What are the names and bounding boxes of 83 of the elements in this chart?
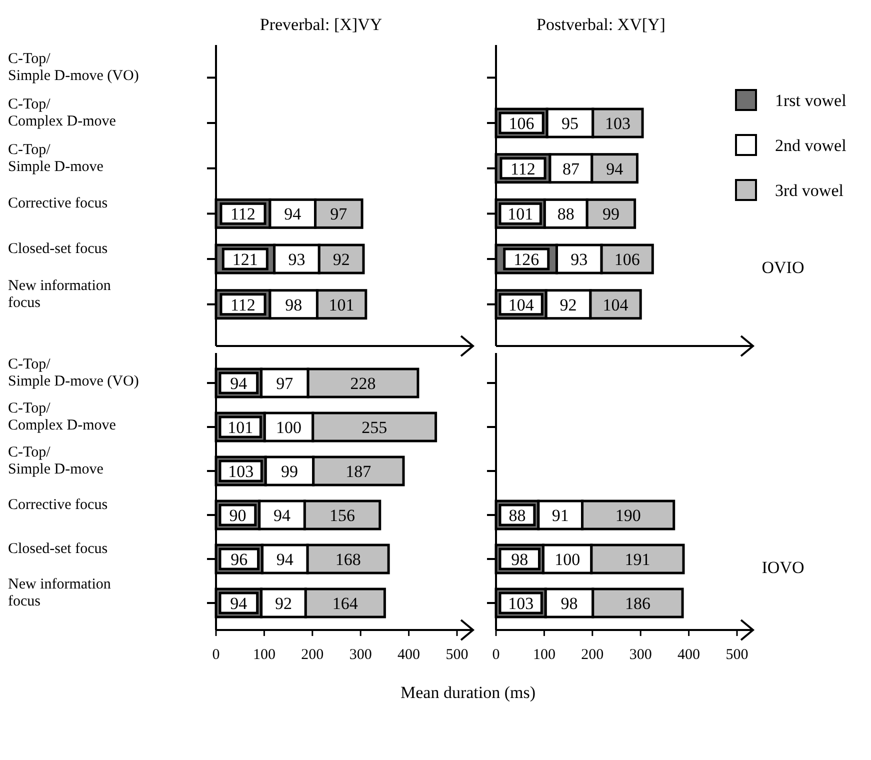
data-label: 255 xyxy=(362,418,388,437)
data-label: 190 xyxy=(615,506,641,525)
y-tick-label: C-Top/ Complex D-move xyxy=(8,400,116,434)
data-label: 191 xyxy=(624,550,650,569)
data-label: 88 xyxy=(508,506,526,525)
data-label: 92 xyxy=(274,594,292,613)
data-label: 92 xyxy=(560,295,577,314)
text: IOVO xyxy=(762,558,804,577)
data-label: 100 xyxy=(276,418,302,437)
chart-title: Postverbal: XV[Y] xyxy=(536,15,666,34)
data-label: 97 xyxy=(276,374,294,393)
x-tick-label: 0 xyxy=(492,647,500,663)
data-label: 91 xyxy=(552,506,569,525)
y-tick-label: C-Top/ Complex D-move xyxy=(8,96,116,130)
x-tick-label: 500 xyxy=(726,647,748,663)
data-label: 103 xyxy=(508,594,534,613)
legend-label: 2nd vowel xyxy=(775,136,847,155)
x-tick-label: 300 xyxy=(629,647,652,663)
x-tick-label: 100 xyxy=(532,647,556,663)
legend-label: 1rst vowel xyxy=(775,91,847,110)
y-tick-label: C-Top/ Simple D-move xyxy=(8,142,104,175)
data-label: 101 xyxy=(508,204,534,224)
data-label: 103 xyxy=(228,462,254,481)
data-label: 88 xyxy=(557,204,574,224)
x-tick-label: 400 xyxy=(398,647,420,663)
x-tick-label: 0 xyxy=(212,647,220,663)
y-tick-label: Corrective focus xyxy=(8,196,108,212)
x-tick-label: 300 xyxy=(349,647,372,663)
x-axis-title: Mean duration (ms) xyxy=(400,683,536,702)
y-tick-label: C-Top/ Simple D-move xyxy=(8,444,104,478)
data-label: 94 xyxy=(276,550,294,569)
data-label: 156 xyxy=(330,506,356,525)
data-label: 98 xyxy=(560,594,578,613)
y-tick-label: Closed-set focus xyxy=(8,541,108,557)
data-label: 94 xyxy=(606,159,624,178)
data-label: 95 xyxy=(561,114,578,133)
data-label: 97 xyxy=(330,204,348,224)
x-tick-label: 400 xyxy=(678,647,700,663)
data-label: 101 xyxy=(228,418,254,437)
data-label: 168 xyxy=(335,550,361,569)
x-tick-label: 200 xyxy=(301,647,324,663)
data-label: 104 xyxy=(508,295,534,314)
y-tick-label: C-Top/ Simple D-move (VO) xyxy=(8,356,139,390)
data-label: 103 xyxy=(604,114,630,133)
data-label: 98 xyxy=(511,550,528,569)
data-label: 93 xyxy=(570,250,588,269)
data-label: 93 xyxy=(288,250,306,269)
data-label: 126 xyxy=(514,250,540,269)
data-label: 94 xyxy=(284,204,302,224)
chart-title: Preverbal: [X]VY xyxy=(260,15,382,34)
data-label: 106 xyxy=(508,114,534,133)
text: OVIO xyxy=(762,258,804,278)
data-label: 98 xyxy=(285,295,302,314)
data-label: 164 xyxy=(332,594,358,613)
data-label: 121 xyxy=(232,250,258,269)
y-tick-label: New information focus xyxy=(8,576,112,610)
data-label: 92 xyxy=(332,250,350,269)
data-label: 112 xyxy=(230,204,256,224)
data-label: 94 xyxy=(230,374,248,393)
y-tick-label: Corrective focus xyxy=(8,497,108,513)
legend-label: 3rd vowel xyxy=(775,181,844,200)
x-tick-label: 100 xyxy=(252,647,276,663)
x-tick-label: 200 xyxy=(581,647,604,663)
data-label: 187 xyxy=(346,462,372,481)
data-label: 87 xyxy=(562,159,580,178)
data-label: 99 xyxy=(602,204,620,224)
data-label: 106 xyxy=(614,250,640,269)
data-label: 101 xyxy=(328,295,354,314)
data-label: 100 xyxy=(554,550,580,569)
data-label: 96 xyxy=(230,550,248,569)
data-label: 94 xyxy=(230,594,248,613)
y-tick-label: Closed-set focus xyxy=(8,241,108,257)
data-label: 90 xyxy=(229,506,246,525)
data-label: 186 xyxy=(624,594,650,613)
data-label: 228 xyxy=(350,374,376,393)
y-tick-label: New information focus xyxy=(8,278,112,311)
x-tick-label: 500 xyxy=(446,647,468,663)
data-label: 112 xyxy=(230,295,256,314)
data-label: 112 xyxy=(510,159,536,178)
y-tick-label: C-Top/ Simple D-move (VO) xyxy=(8,51,139,84)
data-label: 94 xyxy=(274,506,292,525)
data-label: 99 xyxy=(281,462,298,481)
data-label: 104 xyxy=(602,295,629,314)
